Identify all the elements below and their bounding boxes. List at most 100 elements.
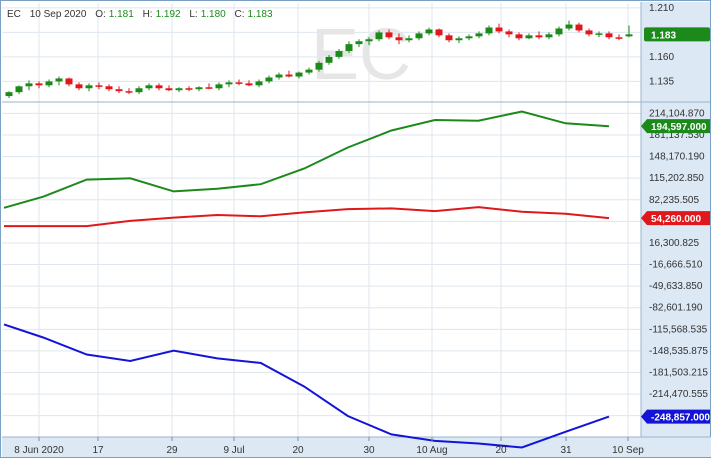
candle <box>305 67 313 75</box>
candle-body <box>205 87 213 89</box>
candle <box>355 39 363 48</box>
x-tick-label: 10 Sep <box>612 445 644 456</box>
candle <box>245 80 253 87</box>
last-value-text-blue: -248,857.000 <box>651 413 710 424</box>
candle-body <box>15 86 23 93</box>
candle-body <box>35 83 43 86</box>
x-tick-label: 29 <box>166 445 178 456</box>
candle-body <box>315 62 323 70</box>
candle <box>625 25 633 38</box>
candle <box>105 84 113 92</box>
last-value-box-red <box>641 211 710 226</box>
candle-body <box>485 27 493 34</box>
last-value-marker-green: 194,597.000 <box>641 119 710 134</box>
candle <box>455 36 463 44</box>
candle-body <box>425 29 433 34</box>
candle-body <box>75 84 83 89</box>
candle <box>55 76 63 86</box>
candle <box>225 80 233 88</box>
candle-body <box>105 86 113 90</box>
candle-body <box>195 87 203 90</box>
value-tick-label: -115,568.535 <box>649 324 708 335</box>
last-price-box <box>644 27 710 42</box>
candle <box>15 85 23 95</box>
candle-body <box>405 38 413 41</box>
candle-body <box>185 88 193 90</box>
candle-body <box>295 72 303 77</box>
candle-body <box>155 85 163 89</box>
candle <box>485 25 493 36</box>
candle <box>525 33 533 40</box>
last-value-marker-red: 54,260.000 <box>641 211 710 226</box>
x-tick-label: 10 Aug <box>416 445 447 456</box>
candle <box>425 27 433 36</box>
series-line-green <box>3 110 610 209</box>
value-tick-label: 16,300.825 <box>649 238 699 249</box>
candle-body <box>335 51 343 57</box>
last-value-box-green <box>641 119 710 134</box>
candle-body <box>305 69 313 73</box>
candle-body <box>25 83 33 87</box>
candle-body <box>125 91 133 93</box>
value-tick-label: -148,535.875 <box>649 346 708 357</box>
candle <box>275 72 283 80</box>
candle-body <box>355 41 363 45</box>
candle <box>375 30 383 42</box>
candle <box>135 86 143 95</box>
candle <box>495 23 503 34</box>
candle-body <box>445 35 453 41</box>
ohlc-readout: EC 10 Sep 2020 O: 1.181 H: 1.192 L: 1.180 C… <box>7 9 273 20</box>
candle <box>585 28 593 37</box>
candle-body <box>545 34 553 38</box>
value-tick-label: -49,633.850 <box>649 281 703 292</box>
candle <box>395 33 403 45</box>
candle <box>475 31 483 39</box>
candle-body <box>345 44 353 52</box>
candle-body <box>395 37 403 41</box>
value-tick-label: 214,104.870 <box>649 108 705 119</box>
candle-body <box>605 33 613 38</box>
candle <box>405 35 413 43</box>
candle-body <box>625 34 633 37</box>
candle <box>315 60 323 72</box>
value-tick-label: 181,137.530 <box>649 130 705 141</box>
low-label: L: <box>189 9 198 20</box>
candle-body <box>515 34 523 39</box>
high-label: H: <box>142 9 153 20</box>
x-tick-label: 20 <box>292 445 304 456</box>
candle-body <box>95 85 103 87</box>
close-value: 1.183 <box>247 9 273 20</box>
x-tick-label: 17 <box>92 445 104 456</box>
candle <box>95 82 103 90</box>
candle <box>415 31 423 41</box>
candle <box>145 83 153 91</box>
candle-body <box>575 24 583 31</box>
candle-body <box>175 88 183 91</box>
symbol-label: EC <box>7 9 21 20</box>
value-tick-label: 115,202.850 <box>649 173 704 184</box>
candle-body <box>115 89 123 92</box>
candle <box>215 82 223 91</box>
candle <box>65 77 73 87</box>
open-value: 1.181 <box>108 9 134 20</box>
candle-body <box>535 35 543 38</box>
candle-body <box>65 78 73 85</box>
candle <box>445 33 453 43</box>
close-label: C: <box>234 9 245 20</box>
candle <box>615 34 623 41</box>
x-tick-label: 9 Jul <box>223 445 244 456</box>
value-tick-label: -214,470.555 <box>649 389 708 400</box>
candle-body <box>505 31 513 35</box>
candle <box>505 29 513 38</box>
candle <box>35 81 43 89</box>
candle-body <box>165 88 173 91</box>
candle <box>205 83 213 90</box>
value-tick-label: -16,666.510 <box>649 260 703 271</box>
candle <box>325 54 333 65</box>
open-label: O: <box>95 9 106 20</box>
candle <box>5 91 13 99</box>
candle <box>115 86 123 94</box>
candle-body <box>365 39 373 42</box>
candle <box>165 85 173 92</box>
